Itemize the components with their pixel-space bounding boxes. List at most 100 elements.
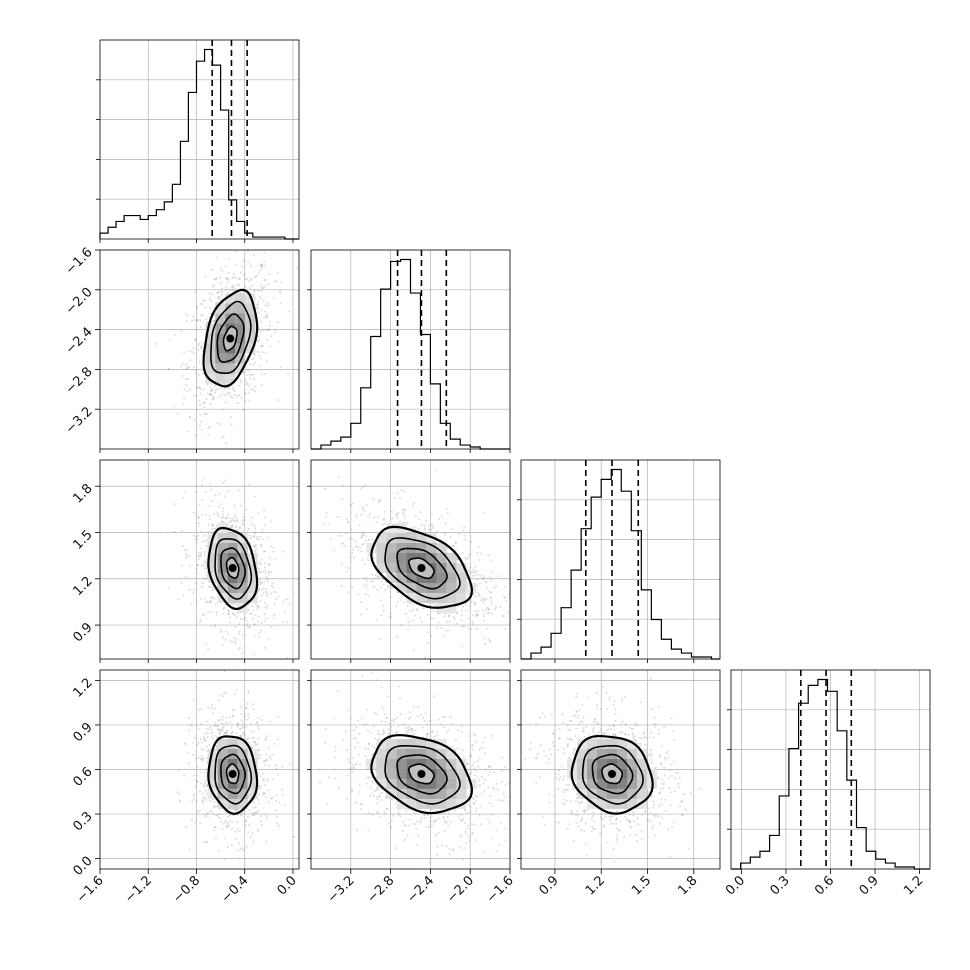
scatter-point	[264, 373, 267, 376]
scatter-point	[203, 567, 206, 570]
scatter-point	[266, 603, 269, 606]
density-cell	[406, 778, 417, 789]
scatter-point	[252, 814, 255, 817]
scatter-point	[371, 813, 374, 816]
scatter-point	[251, 832, 254, 835]
scatter-point	[272, 297, 275, 300]
scatter-point	[480, 776, 483, 779]
scatter-point	[249, 537, 252, 540]
scatter-point	[487, 554, 490, 557]
scatter-point	[218, 694, 221, 697]
scatter-point	[182, 545, 185, 548]
scatter-point	[328, 522, 331, 525]
scatter-point	[360, 803, 363, 806]
contour-mid	[396, 547, 448, 590]
scatter-point	[185, 557, 188, 560]
scatter-point	[267, 638, 270, 641]
scatter-point	[270, 626, 273, 629]
scatter-point	[482, 782, 485, 785]
scatter-point	[500, 780, 503, 783]
scatter-point	[419, 511, 422, 514]
scatter-point	[233, 276, 236, 279]
scatter-point	[211, 703, 214, 706]
scatter-point	[196, 386, 199, 389]
scatter-point	[657, 815, 660, 818]
density-cell	[376, 768, 387, 779]
scatter-point	[463, 526, 466, 529]
scatter-point	[494, 607, 497, 610]
scatter-point	[359, 763, 362, 766]
scatter-point	[471, 574, 474, 577]
scatter-point	[227, 271, 230, 274]
scatter-point	[465, 609, 468, 612]
scatter-point	[186, 378, 189, 381]
scatter-point	[393, 720, 396, 723]
scatter-point	[621, 731, 624, 734]
scatter-point	[451, 723, 454, 726]
scatter-point	[464, 538, 467, 541]
scatter-point	[208, 514, 211, 517]
scatter-point	[227, 278, 230, 281]
scatter-point	[449, 820, 452, 823]
scatter-point	[219, 732, 222, 735]
scatter-point	[456, 622, 459, 625]
scatter-point	[474, 565, 477, 568]
scatter-point	[193, 433, 196, 436]
density-cell	[396, 758, 407, 769]
scatter-point	[389, 722, 392, 725]
scatter-point	[386, 807, 389, 810]
scatter-point	[383, 810, 386, 813]
scatter-point	[461, 645, 464, 648]
scatter-point	[187, 366, 190, 369]
density-cell	[237, 738, 248, 749]
scatter-point	[253, 353, 256, 356]
scatter-point	[417, 834, 420, 837]
scatter-point	[251, 523, 254, 526]
scatter-point	[196, 744, 199, 747]
scatter-point	[259, 297, 262, 300]
scatter-point	[197, 551, 200, 554]
scatter-point	[195, 380, 198, 383]
scatter-point	[269, 571, 272, 574]
scatter-point	[399, 713, 402, 716]
scatter-point	[382, 518, 385, 521]
scatter-point	[253, 353, 256, 356]
scatter-point	[253, 731, 256, 734]
scatter-point	[216, 724, 219, 727]
scatter-point	[210, 383, 213, 386]
scatter-point	[426, 733, 429, 736]
scatter-point	[268, 574, 271, 577]
scatter-point	[211, 293, 214, 296]
scatter-point	[368, 559, 371, 562]
density-cell	[446, 758, 457, 769]
density-cell	[406, 552, 417, 563]
scatter-point	[414, 515, 417, 518]
scatter-point	[480, 552, 483, 555]
scatter-point	[208, 316, 211, 319]
scatter-point	[198, 404, 201, 407]
scatter-point	[367, 811, 370, 814]
scatter-point	[420, 523, 423, 526]
scatter-point	[221, 715, 224, 718]
scatter-point	[242, 519, 245, 522]
density-cell	[406, 532, 417, 543]
scatter-point	[471, 743, 474, 746]
scatter-point	[477, 595, 480, 598]
scatter-point	[454, 809, 457, 812]
scatter-point	[245, 726, 248, 729]
scatter-point	[461, 724, 464, 727]
scatter-point	[358, 790, 361, 793]
scatter-point	[205, 566, 208, 569]
scatter-point	[204, 789, 207, 792]
scatter-point	[364, 754, 367, 757]
scatter-point	[333, 549, 336, 552]
scatter-point	[367, 829, 370, 832]
scatter-point	[251, 284, 254, 287]
scatter-point	[232, 612, 235, 615]
scatter-point	[262, 793, 265, 796]
scatter-point	[357, 593, 360, 596]
density-cell	[416, 788, 427, 799]
scatter-point	[200, 799, 203, 802]
scatter-point	[215, 747, 218, 750]
scatter-point	[350, 767, 353, 770]
